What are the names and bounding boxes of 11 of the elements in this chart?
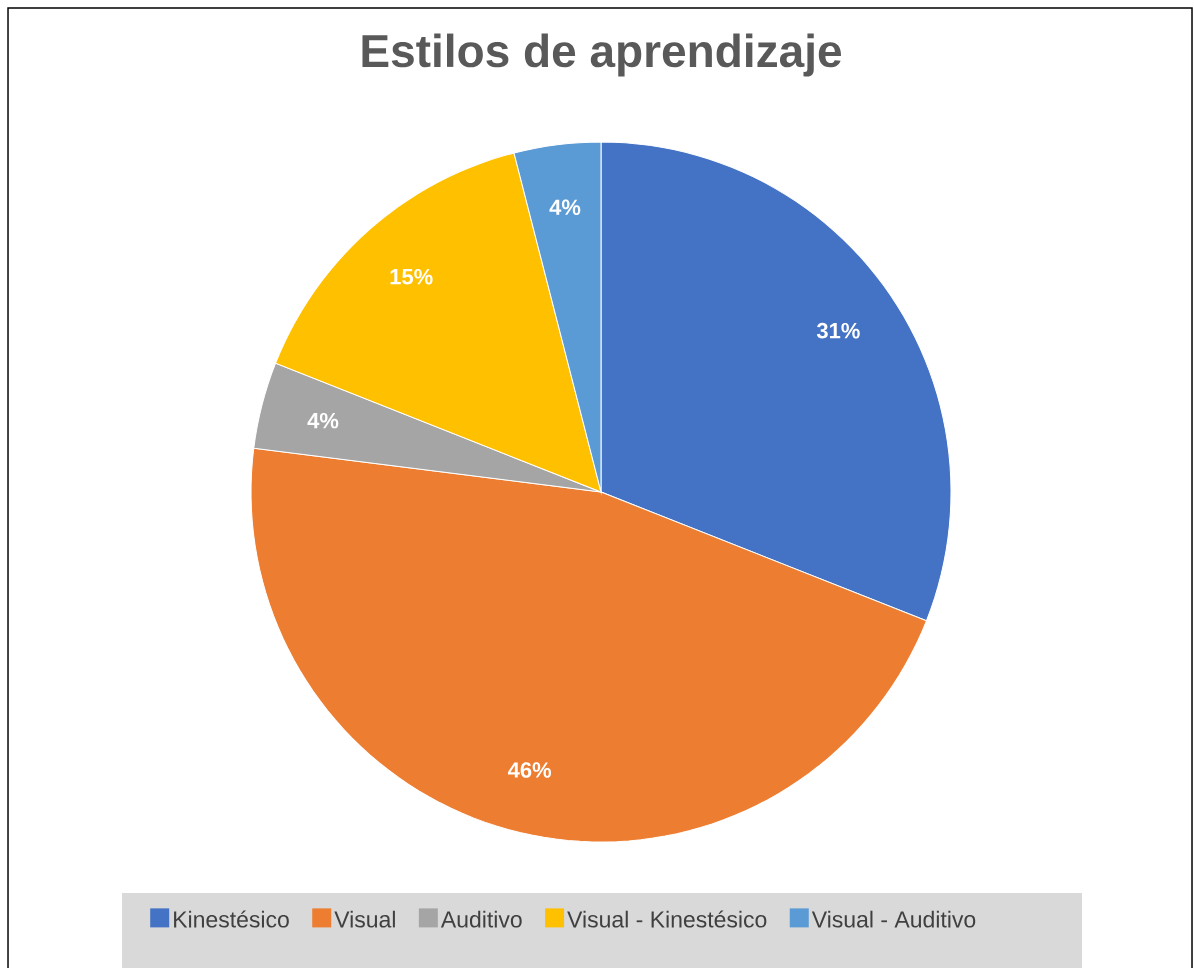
legend-label: Kinestésico bbox=[174, 910, 289, 928]
data-label: 46% bbox=[507, 762, 552, 778]
data-label: 31% bbox=[816, 322, 860, 339]
data-label: 15% bbox=[390, 268, 433, 285]
data-label: 4% bbox=[307, 412, 339, 429]
legend-label: Visual - Kinestésico bbox=[567, 910, 767, 928]
legend-label: Visual - Auditivo bbox=[811, 910, 976, 928]
legend-label: Auditivo bbox=[440, 910, 522, 928]
legend-label: Visual bbox=[334, 910, 395, 928]
data-label: 4% bbox=[549, 199, 581, 216]
chart-title: Estilos de aprendizaje bbox=[362, 33, 841, 77]
